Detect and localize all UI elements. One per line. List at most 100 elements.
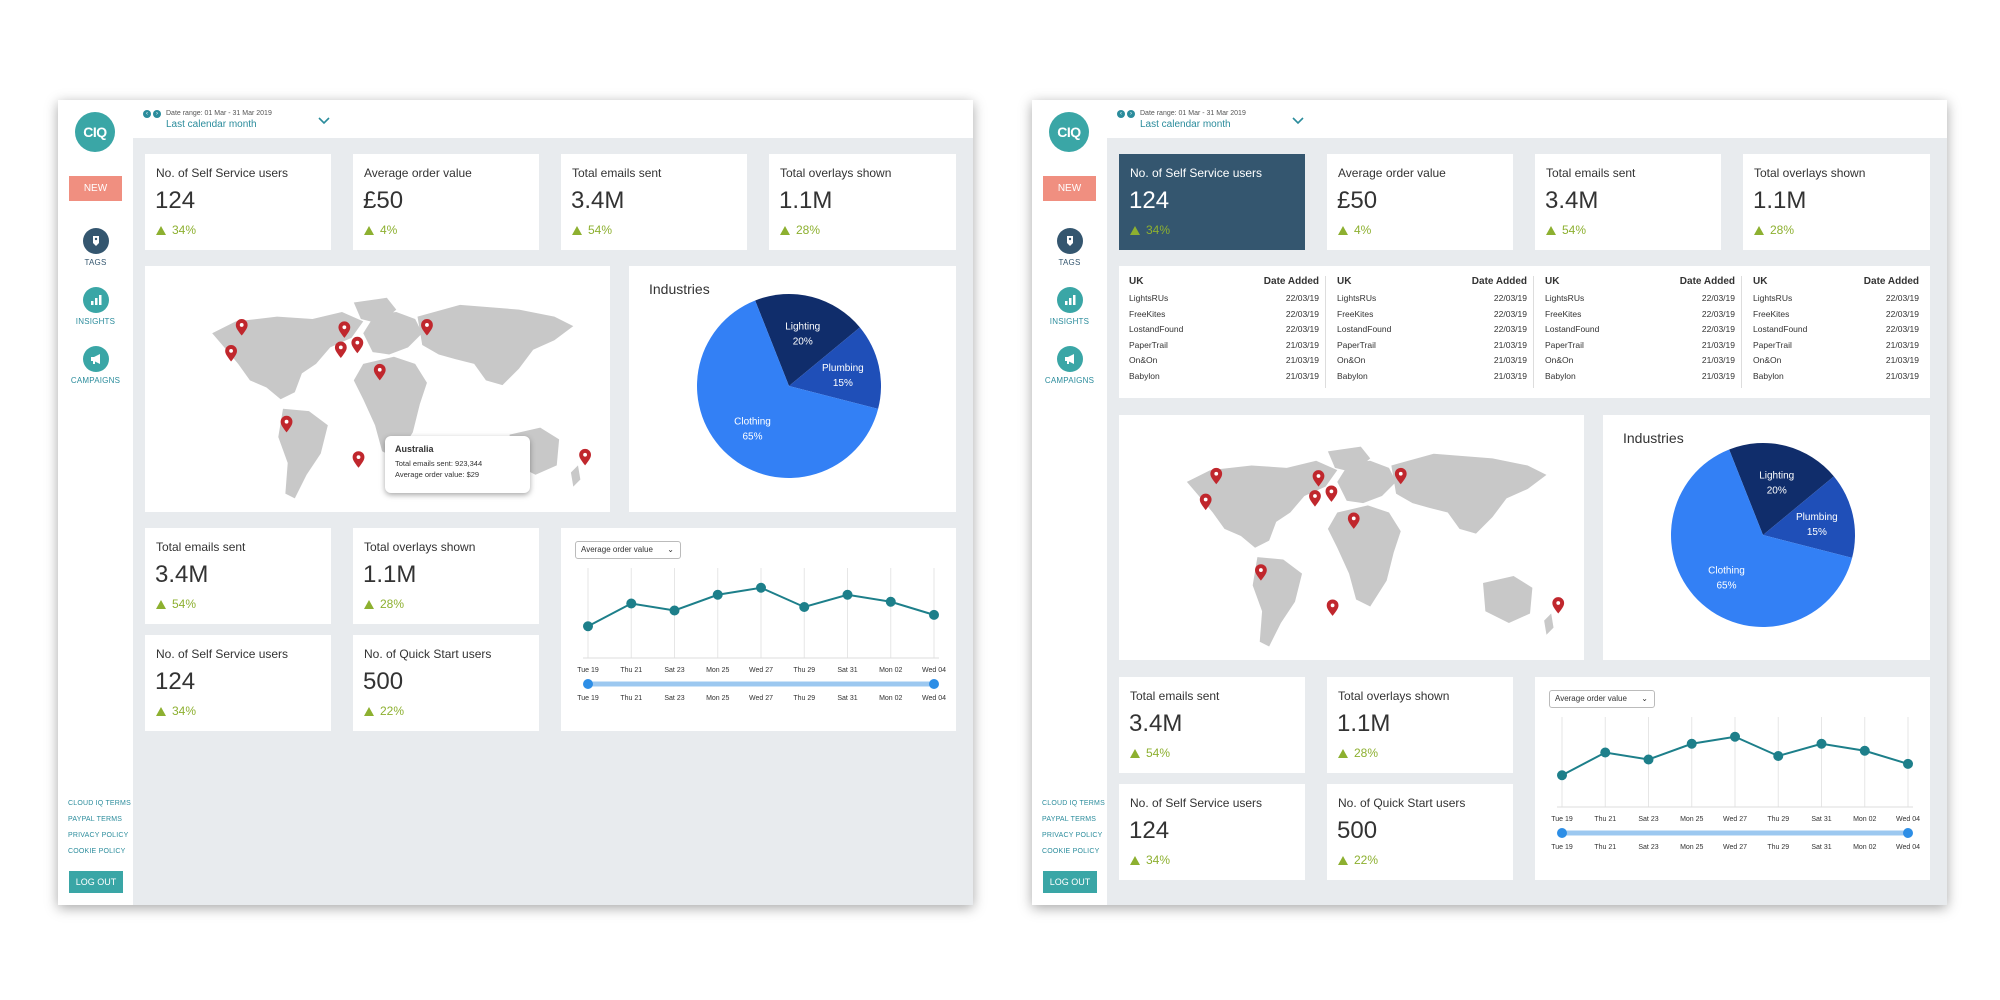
table-row[interactable]: LostandFound 22/03/19 bbox=[1545, 322, 1735, 338]
table-row[interactable]: FreeKites 22/03/19 bbox=[1129, 307, 1319, 323]
kpi-card[interactable]: Total overlays shown 1.1M 28% bbox=[1743, 154, 1930, 250]
line-chart[interactable]: Tue 19 Thu 21 Sat 23 Mon 25 Wed 27 Thu 29 Sat … bbox=[1535, 677, 1930, 880]
table-row[interactable]: LightsRUs 22/03/19 bbox=[1337, 291, 1527, 307]
chevron-down-icon[interactable] bbox=[1292, 117, 1304, 125]
header-country: UK bbox=[1545, 276, 1560, 287]
line-chart[interactable]: Tue 19 Thu 21 Sat 23 Mon 25 Wed 27 Thu 29 Sat … bbox=[561, 528, 956, 731]
table-row[interactable]: LightsRUs 22/03/19 bbox=[1753, 291, 1919, 307]
prev-arrow-icon[interactable]: ‹ bbox=[1117, 110, 1125, 118]
table-row[interactable]: PaperTrail 21/03/19 bbox=[1337, 338, 1527, 354]
table-row[interactable]: On&On 21/03/19 bbox=[1545, 353, 1735, 369]
link-privacy-policy[interactable]: PRIVACY POLICY bbox=[68, 832, 129, 839]
table-row[interactable]: LostandFound 22/03/19 bbox=[1129, 322, 1319, 338]
table-row[interactable]: PaperTrail 21/03/19 bbox=[1545, 338, 1735, 354]
x-tick-label: Wed 27 bbox=[1723, 816, 1747, 823]
table-row[interactable]: Babylon 21/03/19 bbox=[1129, 369, 1319, 385]
table-row[interactable]: FreeKites 22/03/19 bbox=[1545, 307, 1735, 323]
map-pins bbox=[1199, 467, 1565, 616]
table-row[interactable]: On&On 21/03/19 bbox=[1337, 353, 1527, 369]
table-row[interactable]: Babylon 21/03/19 bbox=[1337, 369, 1527, 385]
slider-tick-label: Thu 29 bbox=[793, 695, 815, 702]
map-pin-dot bbox=[1330, 603, 1335, 608]
nav-campaigns[interactable]: CAMPAIGNS bbox=[1032, 346, 1107, 385]
metric-select[interactable]: Average order value ⌄ bbox=[575, 541, 681, 559]
map-pin-icon bbox=[579, 448, 591, 466]
kpi-card[interactable]: Total emails sent 3.4M 54% bbox=[561, 154, 747, 250]
link-cloud-iq-terms[interactable]: CLOUD IQ TERMS bbox=[68, 800, 131, 807]
ciq-logo[interactable]: CIQ bbox=[1049, 112, 1089, 152]
kpi-label: No. of Self Service users bbox=[156, 647, 289, 661]
pie-percent: 20% bbox=[793, 337, 813, 348]
link-cloud-iq-terms[interactable]: CLOUD IQ TERMS bbox=[1042, 800, 1105, 807]
nav-insights[interactable]: INSIGHTS bbox=[58, 287, 133, 326]
kpi-card[interactable]: No. of Self Service users 124 34% bbox=[1119, 784, 1305, 880]
kpi-label: Total overlays shown bbox=[780, 166, 892, 180]
kpi-trend-value: 54% bbox=[588, 223, 613, 237]
industries-pie-chart[interactable]: Lighting 20% Plumbing 15% Clothing 65% bbox=[1603, 415, 1930, 661]
date-period-select[interactable]: Last calendar month bbox=[1140, 119, 1231, 130]
kpi-card[interactable]: Total overlays shown 1.1M 28% bbox=[1327, 677, 1513, 773]
kpi-card[interactable]: No. of Self Service users 124 34% bbox=[145, 154, 331, 250]
new-button[interactable]: NEW bbox=[1043, 176, 1096, 201]
nav-campaigns[interactable]: CAMPAIGNS bbox=[58, 346, 133, 385]
ciq-logo[interactable]: CIQ bbox=[75, 112, 115, 152]
kpi-card[interactable]: Total emails sent 3.4M 54% bbox=[145, 528, 331, 624]
table-row[interactable]: LostandFound 22/03/19 bbox=[1337, 322, 1527, 338]
north-america-shape bbox=[212, 311, 364, 400]
date-period-select[interactable]: Last calendar month bbox=[166, 119, 257, 130]
table-row[interactable]: Babylon 21/03/19 bbox=[1753, 369, 1919, 385]
metric-select[interactable]: Average order value ⌄ bbox=[1549, 690, 1655, 708]
sidebar: CIQ NEW TAGS INSIGHTS CAMPAIGNS CLOUD IQ… bbox=[1032, 100, 1107, 905]
up-arrow-icon bbox=[1546, 225, 1556, 235]
nav-tags[interactable]: TAGS bbox=[1032, 228, 1107, 267]
table-row[interactable]: PaperTrail 21/03/19 bbox=[1129, 338, 1319, 354]
kpi-card-selected[interactable]: No. of Self Service users 124 34% bbox=[1119, 154, 1305, 250]
date-arrows: ‹ › bbox=[1117, 110, 1135, 118]
x-tick-label: Sat 31 bbox=[837, 667, 857, 674]
next-arrow-icon[interactable]: › bbox=[1127, 110, 1135, 118]
table-row[interactable]: FreeKites 22/03/19 bbox=[1337, 307, 1527, 323]
new-button[interactable]: NEW bbox=[69, 176, 122, 201]
kpi-value: 1.1M bbox=[363, 561, 417, 588]
table-row[interactable]: LostandFound 22/03/19 bbox=[1753, 322, 1919, 338]
x-tick-label: Mon 25 bbox=[1680, 816, 1703, 823]
logout-button[interactable]: LOG OUT bbox=[69, 871, 123, 893]
link-privacy-policy[interactable]: PRIVACY POLICY bbox=[1042, 832, 1103, 839]
kpi-card[interactable]: No. of Quick Start users 500 22% bbox=[353, 635, 539, 731]
kpi-card[interactable]: No. of Self Service users 124 34% bbox=[145, 635, 331, 731]
table-row[interactable]: On&On 21/03/19 bbox=[1129, 353, 1319, 369]
nav-campaigns-label: CAMPAIGNS bbox=[70, 376, 121, 385]
link-cookie-policy[interactable]: COOKIE POLICY bbox=[68, 848, 126, 855]
kpi-card[interactable]: Average order value £50 4% bbox=[1327, 154, 1513, 250]
table-row[interactable]: FreeKites 22/03/19 bbox=[1753, 307, 1919, 323]
world-map[interactable] bbox=[145, 266, 610, 512]
table-row[interactable]: On&On 21/03/19 bbox=[1753, 353, 1919, 369]
nav-insights[interactable]: INSIGHTS bbox=[1032, 287, 1107, 326]
table-row[interactable]: Babylon 21/03/19 bbox=[1545, 369, 1735, 385]
kpi-card[interactable]: Total emails sent 3.4M 54% bbox=[1119, 677, 1305, 773]
kpi-label: Total overlays shown bbox=[364, 540, 476, 554]
header-date-added: Date Added bbox=[1679, 276, 1735, 287]
chevron-down-icon[interactable] bbox=[318, 117, 330, 125]
row-date: 21/03/19 bbox=[1701, 370, 1735, 381]
next-arrow-icon[interactable]: › bbox=[153, 110, 161, 118]
kpi-card[interactable]: Total emails sent 3.4M 54% bbox=[1535, 154, 1721, 250]
kpi-card[interactable]: Total overlays shown 1.1M 28% bbox=[769, 154, 956, 250]
kpi-card[interactable]: Average order value £50 4% bbox=[353, 154, 539, 250]
kpi-card[interactable]: No. of Quick Start users 500 22% bbox=[1327, 784, 1513, 880]
range-slider-handle-start bbox=[583, 679, 593, 689]
table-row[interactable]: LightsRUs 22/03/19 bbox=[1545, 291, 1735, 307]
link-paypal-terms[interactable]: PAYPAL TERMS bbox=[68, 816, 123, 823]
nav-tags[interactable]: TAGS bbox=[58, 228, 133, 267]
table-row[interactable]: LightsRUs 22/03/19 bbox=[1129, 291, 1319, 307]
kpi-card[interactable]: Total overlays shown 1.1M 28% bbox=[353, 528, 539, 624]
logout-button[interactable]: LOG OUT bbox=[1043, 871, 1097, 893]
prev-arrow-icon[interactable]: ‹ bbox=[143, 110, 151, 118]
link-paypal-terms[interactable]: PAYPAL TERMS bbox=[1042, 816, 1097, 823]
data-point bbox=[1816, 738, 1827, 749]
table-row[interactable]: PaperTrail 21/03/19 bbox=[1753, 338, 1919, 354]
world-map[interactable] bbox=[1119, 415, 1584, 660]
kpi-value: 124 bbox=[155, 668, 196, 695]
industries-pie-chart[interactable]: Lighting 20% Plumbing 15% Clothing 65% bbox=[629, 266, 956, 512]
link-cookie-policy[interactable]: COOKIE POLICY bbox=[1042, 848, 1100, 855]
